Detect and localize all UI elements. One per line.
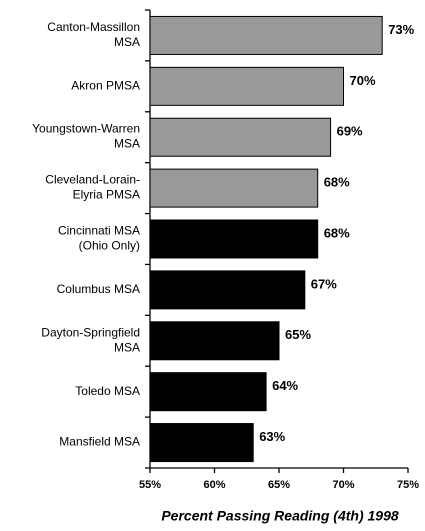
value-label: 67%: [311, 276, 337, 291]
y-tick-label: Canton-Massillon MSA: [47, 20, 140, 49]
y-tick-label: Dayton-Springfield MSA: [41, 325, 140, 354]
value-label: 70%: [350, 73, 376, 88]
bar: [149, 66, 344, 106]
value-label: 73%: [388, 22, 414, 37]
bar: [149, 219, 319, 259]
bar: [149, 372, 267, 412]
x-tick-label: 60%: [203, 479, 225, 491]
value-label: 65%: [285, 327, 311, 342]
y-tick-label: Cleveland-Lorain-Elyria PMSA: [45, 173, 140, 202]
value-label: 63%: [259, 429, 285, 444]
value-label: 68%: [324, 175, 350, 190]
x-tick-label: 65%: [268, 479, 290, 491]
y-tick-label: Toledo MSA: [75, 384, 140, 398]
y-tick-label: Mansfield MSA: [59, 435, 140, 449]
bar: [149, 15, 383, 55]
bar: [149, 270, 306, 310]
y-tick-label: Cincinnati MSA (Ohio Only): [58, 224, 140, 253]
x-axis-title: Percent Passing Reading (4th) 1998: [161, 508, 399, 524]
value-label: 69%: [337, 124, 363, 139]
y-tick-label: Akron PMSA: [71, 79, 140, 93]
bar: [149, 321, 280, 361]
y-tick-label: Youngstown-Warren MSA: [32, 122, 140, 151]
x-tick-label: 75%: [397, 479, 419, 491]
bar: [149, 168, 319, 208]
x-tick-label: 55%: [139, 479, 161, 491]
bar: [149, 423, 254, 463]
value-label: 64%: [272, 378, 298, 393]
value-label: 68%: [324, 225, 350, 240]
y-tick-label: Columbus MSA: [57, 282, 140, 296]
bar: [149, 117, 332, 157]
x-tick-label: 70%: [332, 479, 354, 491]
